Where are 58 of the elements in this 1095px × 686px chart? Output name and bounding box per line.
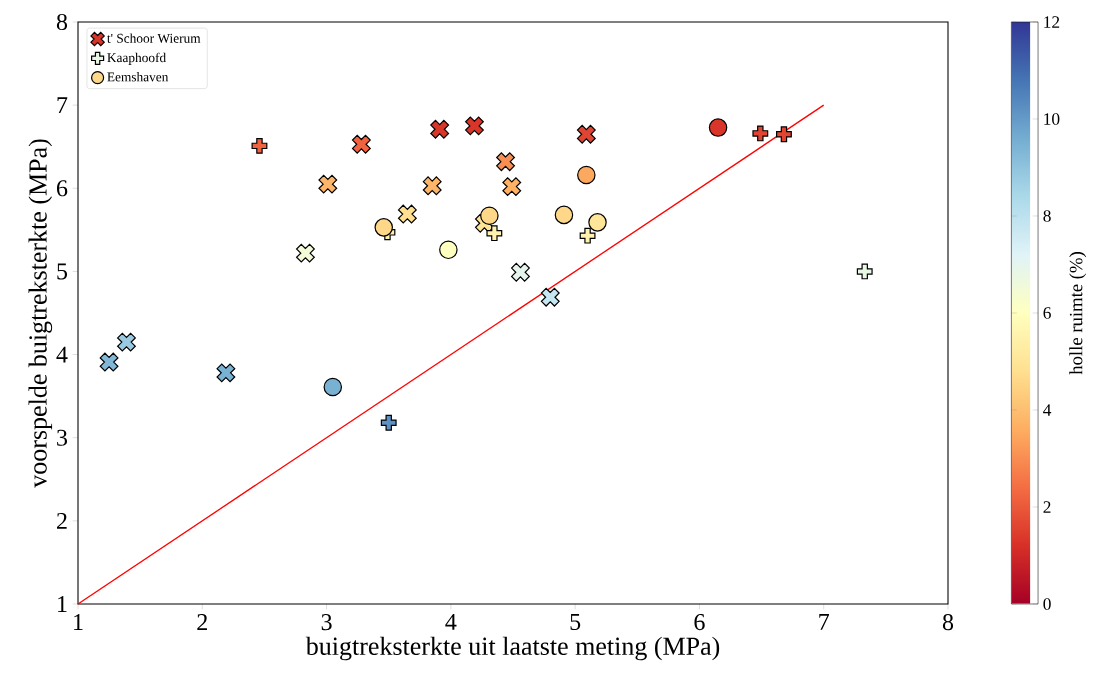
point [374,218,394,237]
point [776,126,792,143]
point [577,165,596,185]
x-tick-label: 4 [445,614,457,630]
x-tick-label: 2 [197,614,207,630]
color-bar-label: 2 [1043,501,1051,513]
point [351,134,371,154]
x-tick-label: 5 [570,614,581,630]
point [496,152,515,172]
y-tick-label: 3 [57,429,68,446]
y-tick-label: 5 [57,263,68,280]
point [486,225,503,242]
point [422,176,442,196]
point [554,205,574,225]
y-tick-label: 1 [58,596,67,612]
point [540,287,560,307]
legend-label: t' Schoor Wierum [107,33,201,43]
point [752,125,769,142]
color-bar-label: 4 [1043,404,1052,416]
color-bar-label: 10 [1044,113,1060,125]
x-tick-label: 7 [819,614,830,630]
x-tick-label: 6 [694,614,705,631]
x-axis-title: buigtreksterkte uit laatste meting (MPa) [305,636,720,661]
point [511,262,530,282]
x-tick-label: 1 [74,614,83,630]
x-tick-label: 8 [942,614,954,631]
point [480,206,499,225]
point [439,240,458,260]
point [588,213,607,232]
color-bar-label: 8 [1043,210,1051,222]
y-axis-title: voorspelde buigtreksterkte (MPa) [28,139,53,488]
color-bar-title: holle ruimte (%) [1069,252,1087,375]
y-tick-label: 4 [56,346,68,363]
point [99,352,119,372]
point [465,116,484,136]
point [318,174,338,194]
point [856,263,873,280]
y-tick-label: 6 [56,180,68,197]
point [576,124,596,144]
x-tick-label: 3 [321,614,332,631]
point [430,119,450,139]
point [216,363,236,383]
y-tick-label: 2 [57,512,67,529]
point [397,204,417,224]
color-bar-label: 0 [1043,598,1051,610]
point [117,332,136,352]
legend-label: Kaaphoofd [107,52,166,65]
point [380,414,397,431]
point [295,243,315,263]
y-tick-label: 8 [56,13,68,31]
point [323,377,343,397]
point [579,227,596,244]
point [502,177,522,197]
legend-label: Eemshaven [107,72,169,82]
color-bar-label: 12 [1044,16,1060,28]
color-bar-label: 6 [1043,307,1051,319]
y-tick-label: 7 [57,97,68,113]
point [251,137,268,154]
